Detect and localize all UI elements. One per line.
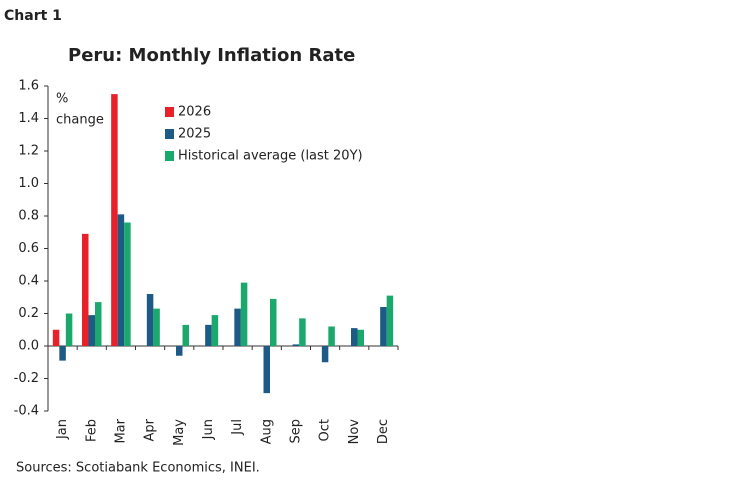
bar [263,346,270,394]
y-axis-label: change [56,113,104,128]
bar [146,294,154,346]
bar [65,313,73,346]
x-tick-label: Aug [259,419,274,444]
bar [328,326,335,346]
x-tick-label: Oct [318,419,333,441]
bar [386,295,394,346]
y-tick-label: 1.2 [18,144,39,159]
bar [380,307,387,346]
bar [299,318,306,346]
bar [95,302,102,346]
x-tick-label: Jan [55,419,70,440]
chart-title: Peru: Monthly Inflation Rate [68,45,355,66]
y-tick-label: 0.4 [18,274,39,289]
x-tick-label: Mar [113,418,128,443]
bar [182,324,189,346]
legend-label: Historical average (last 20Y) [178,149,363,164]
bar [88,315,95,346]
bar [270,298,277,346]
y-tick-label: 0.6 [18,241,39,256]
bar [351,328,358,346]
bar [117,214,125,346]
bar [153,308,160,346]
y-axis-label: % [56,92,68,107]
chart-label: Chart 1 [4,8,62,24]
bar [124,222,131,346]
y-tick-label: 0.0 [18,339,39,354]
x-tick-label: Jul [230,419,245,436]
bar [176,346,183,356]
legend-swatch [165,129,174,139]
bar [211,315,219,346]
legend-label: 2026 [178,105,211,120]
bar [82,233,89,346]
legend-swatch [165,107,174,117]
y-tick-label: 1.4 [18,111,39,126]
bar [234,308,241,346]
bar [321,346,329,363]
y-tick-label: -0.4 [14,404,39,419]
legend-swatch [165,151,174,161]
x-tick-label: Feb [84,419,99,442]
x-tick-label: Apr [143,418,158,441]
bar [240,282,248,346]
x-tick-label: Jun [201,419,216,440]
bar [59,346,66,361]
x-tick-label: May [172,419,187,446]
source-note: Sources: Scotiabank Economics, INEI. [16,461,260,476]
bar [292,344,300,346]
x-tick-label: Nov [347,419,362,445]
y-tick-label: 0.2 [18,306,39,321]
bar [205,324,212,346]
x-tick-label: Sep [288,419,303,444]
bar [357,329,364,346]
y-tick-label: 1.0 [18,176,39,191]
y-tick-label: 1.6 [18,79,39,94]
bar [111,94,118,346]
bar [52,329,60,346]
y-tick-label: -0.2 [14,371,39,386]
x-tick-label: Dec [376,419,391,444]
y-tick-label: 0.8 [18,209,39,224]
legend-label: 2025 [178,127,211,142]
